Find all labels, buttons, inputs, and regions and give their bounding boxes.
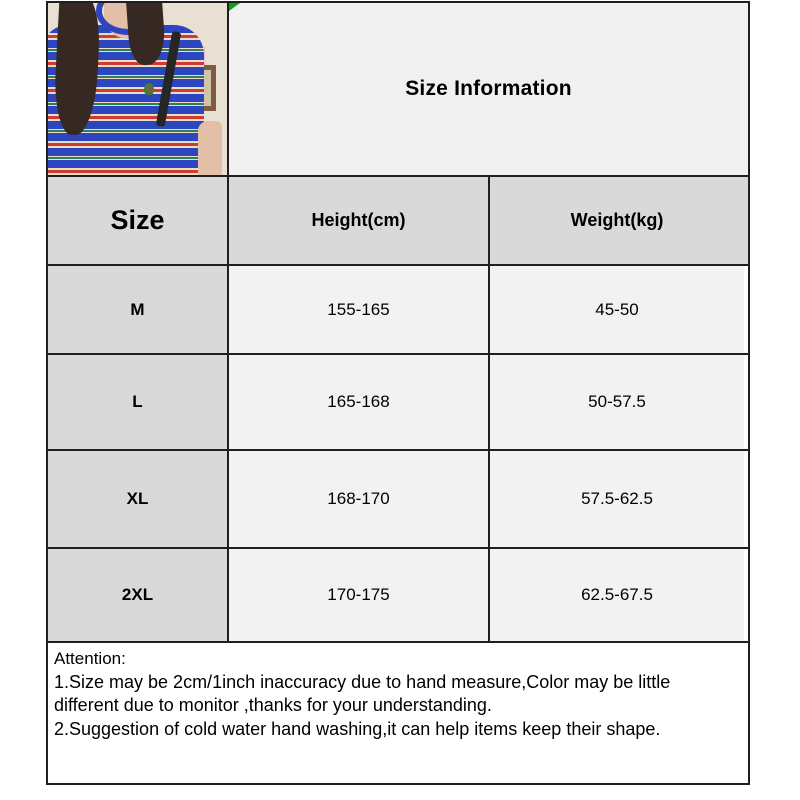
weight-value: 57.5-62.5 [490,451,744,547]
attention-note-2: 2.Suggestion of cold water hand washing,… [54,718,661,739]
size-label: L [48,355,229,449]
size-label: 2XL [48,549,229,641]
size-chart-sheet: Size Information Size Height(cm) Weight(… [46,1,750,785]
size-label: M [48,266,229,353]
column-header-size: Size [48,177,229,264]
chest-embroidery [144,83,154,95]
attention-note-1: 1.Size may be 2cm/1inch inaccuracy due t… [54,671,671,716]
attention-notes: Attention: 1.Size may be 2cm/1inch inacc… [48,643,748,783]
size-label: XL [48,451,229,547]
model-hand [198,121,222,175]
table-header-row: Size Height(cm) Weight(kg) [48,177,748,266]
table-row: XL 168-170 57.5-62.5 [48,451,748,549]
green-corner-icon [229,3,240,11]
title-cell: Size Information [229,3,748,175]
table-row: L 165-168 50-57.5 [48,355,748,451]
table-row: M 155-165 45-50 [48,266,748,355]
weight-value: 62.5-67.5 [490,549,744,641]
product-photo [48,3,229,175]
height-value: 165-168 [229,355,490,449]
height-value: 155-165 [229,266,490,353]
weight-value: 45-50 [490,266,744,353]
page-title: Size Information [405,77,572,100]
height-value: 168-170 [229,451,490,547]
column-header-weight: Weight(kg) [570,210,664,230]
weight-value: 50-57.5 [490,355,744,449]
top-row: Size Information [48,3,748,177]
column-header-height: Height(cm) [229,177,490,264]
height-value: 170-175 [229,549,490,641]
attention-heading: Attention: [54,649,126,668]
table-row: 2XL 170-175 62.5-67.5 [48,549,748,643]
